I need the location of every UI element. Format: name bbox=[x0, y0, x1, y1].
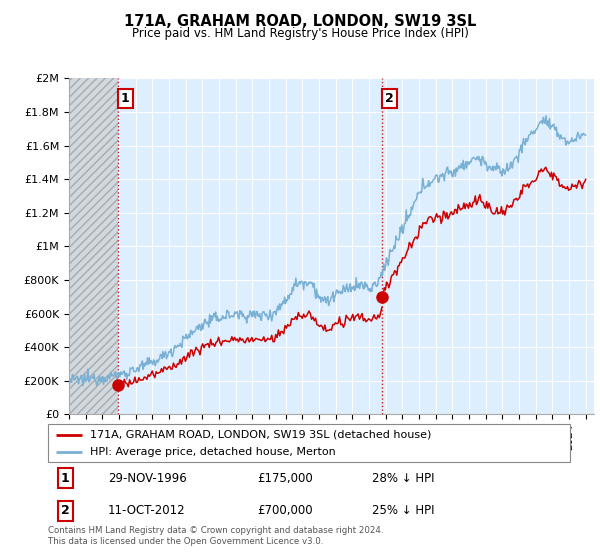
Text: 1: 1 bbox=[61, 472, 70, 485]
Text: 25% ↓ HPI: 25% ↓ HPI bbox=[371, 504, 434, 517]
Text: 2: 2 bbox=[385, 92, 394, 105]
Text: 29-NOV-1996: 29-NOV-1996 bbox=[108, 472, 187, 485]
Text: 28% ↓ HPI: 28% ↓ HPI bbox=[371, 472, 434, 485]
Text: 2: 2 bbox=[61, 504, 70, 517]
Text: 171A, GRAHAM ROAD, LONDON, SW19 3SL: 171A, GRAHAM ROAD, LONDON, SW19 3SL bbox=[124, 14, 476, 29]
Text: 11-OCT-2012: 11-OCT-2012 bbox=[108, 504, 185, 517]
Text: 1: 1 bbox=[121, 92, 130, 105]
Text: 171A, GRAHAM ROAD, LONDON, SW19 3SL (detached house): 171A, GRAHAM ROAD, LONDON, SW19 3SL (det… bbox=[90, 430, 431, 440]
FancyBboxPatch shape bbox=[48, 424, 570, 462]
Text: £700,000: £700,000 bbox=[257, 504, 313, 517]
Text: Price paid vs. HM Land Registry's House Price Index (HPI): Price paid vs. HM Land Registry's House … bbox=[131, 27, 469, 40]
Bar bbox=[69, 78, 118, 414]
Text: £175,000: £175,000 bbox=[257, 472, 313, 485]
Text: HPI: Average price, detached house, Merton: HPI: Average price, detached house, Mert… bbox=[90, 447, 335, 458]
Text: Contains HM Land Registry data © Crown copyright and database right 2024.
This d: Contains HM Land Registry data © Crown c… bbox=[48, 526, 383, 546]
